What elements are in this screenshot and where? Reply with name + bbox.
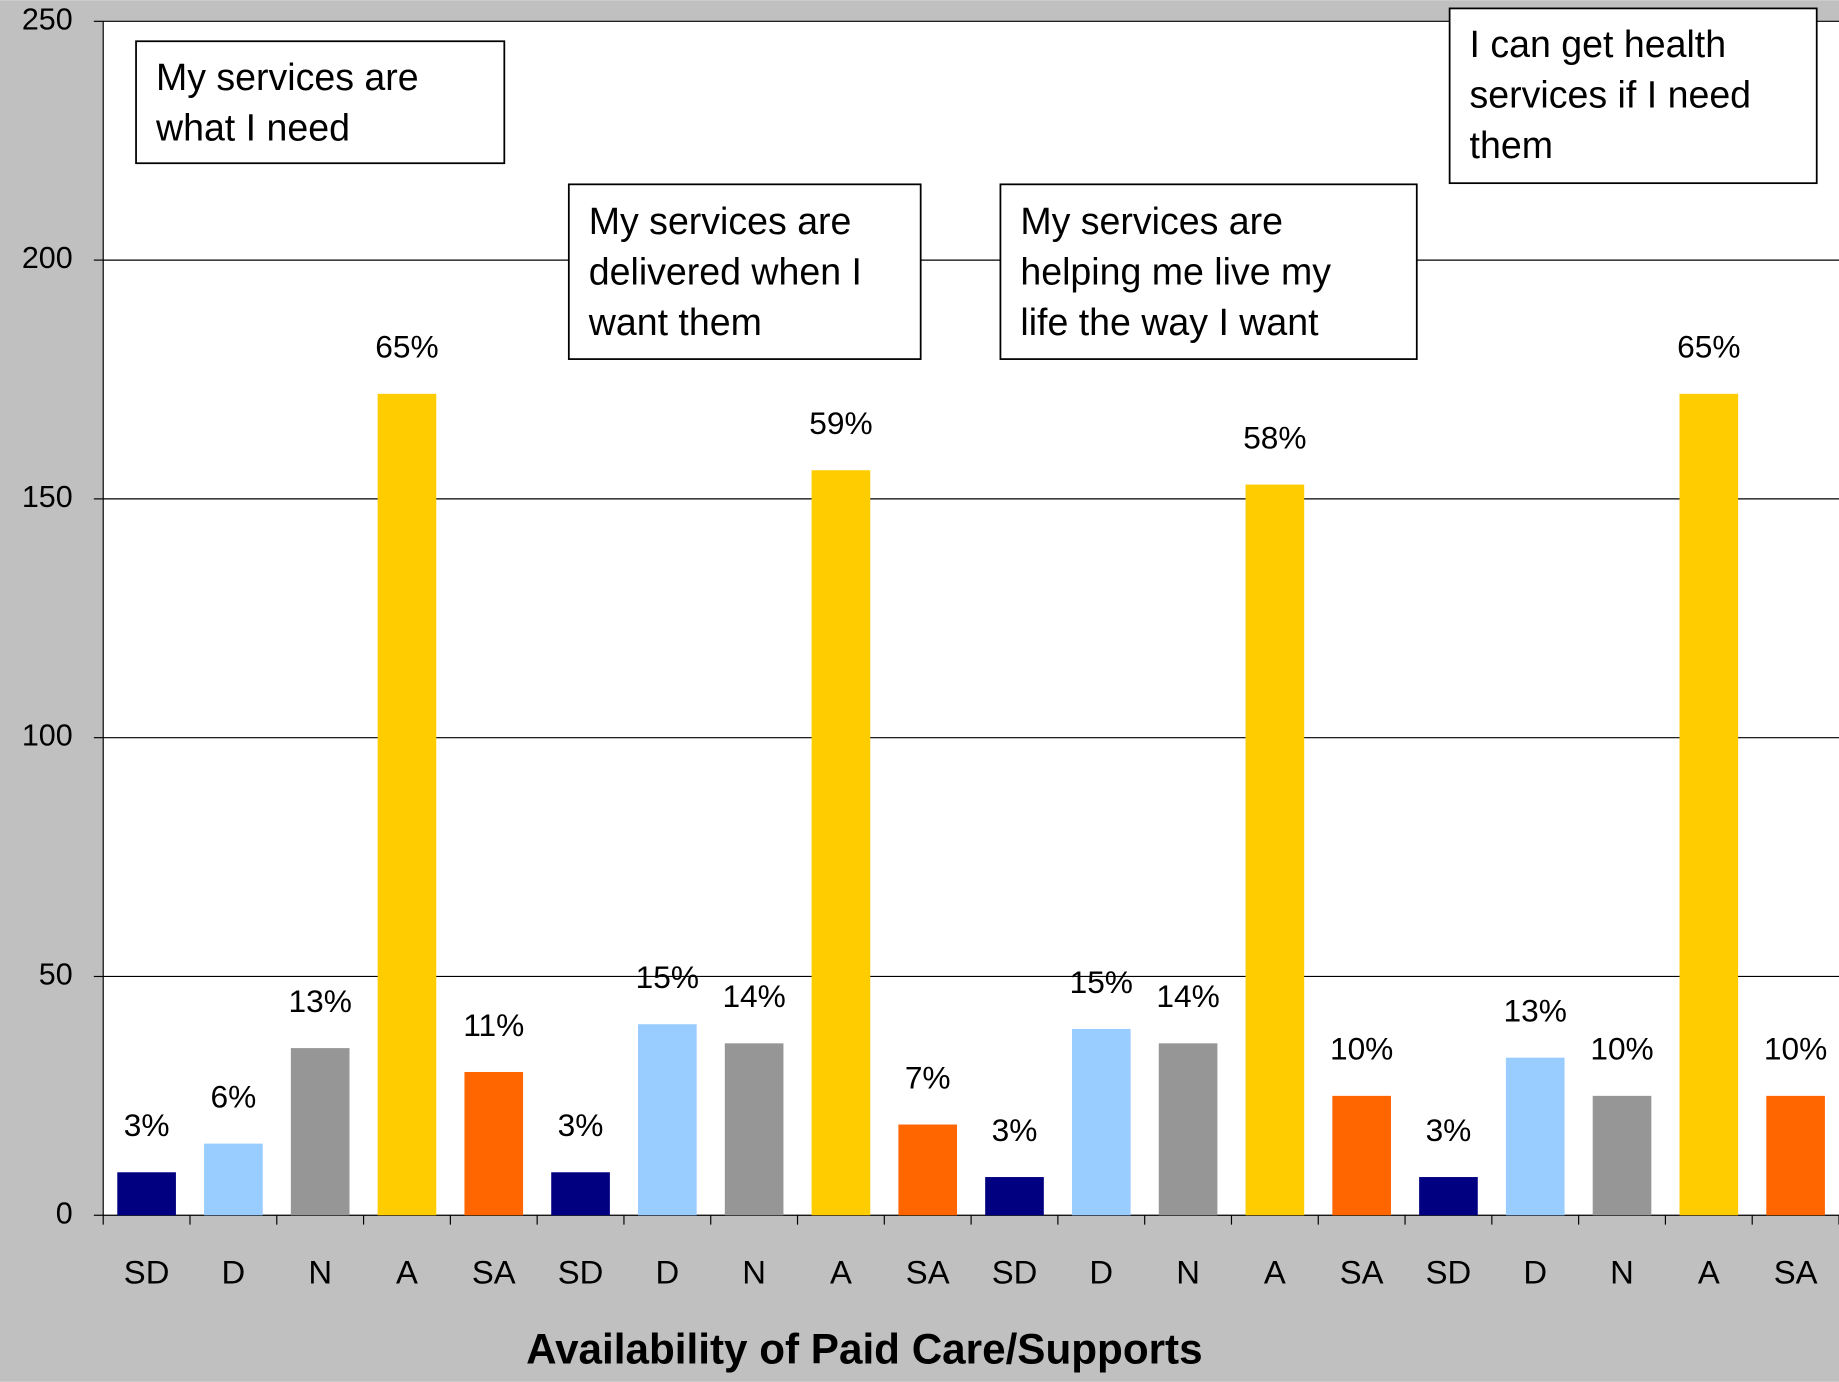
- y-tick-label: 100: [22, 719, 73, 753]
- bar: [1071, 1029, 1131, 1216]
- data-label: 13%: [289, 983, 352, 1019]
- y-tick-label: 150: [22, 480, 73, 514]
- data-label: 14%: [722, 978, 785, 1014]
- annotation-text: My services are: [156, 56, 419, 98]
- y-tick-label: 0: [56, 1196, 73, 1230]
- data-label: 10%: [1764, 1031, 1827, 1067]
- x-tick-label: N: [308, 1254, 332, 1291]
- x-tick-label: D: [1523, 1254, 1547, 1291]
- bar: [1332, 1095, 1391, 1216]
- x-tick-label: SA: [1340, 1254, 1384, 1291]
- bar: [1766, 1095, 1825, 1216]
- data-label: 3%: [992, 1112, 1038, 1148]
- data-label: 15%: [1070, 964, 1133, 1000]
- annotation-box: [1448, 7, 1818, 185]
- x-tick-label: D: [222, 1254, 246, 1291]
- data-label: 7%: [905, 1059, 951, 1095]
- x-tick-label: A: [396, 1254, 418, 1291]
- bar: [1592, 1095, 1652, 1216]
- x-tick-label: A: [1698, 1254, 1720, 1291]
- bar: [1419, 1177, 1478, 1216]
- bar: [1505, 1057, 1565, 1216]
- annotation-text: what I need: [155, 106, 350, 148]
- data-label: 3%: [1426, 1112, 1472, 1148]
- x-tick-label: A: [1264, 1254, 1286, 1291]
- data-label: 58%: [1243, 419, 1306, 455]
- annotation-text: I can get health: [1470, 23, 1727, 65]
- data-label: 13%: [1504, 992, 1567, 1028]
- bar: [204, 1143, 263, 1216]
- x-tick-label: SD: [124, 1254, 170, 1291]
- bar: [811, 470, 871, 1216]
- bar: [551, 1172, 610, 1216]
- y-tick-label: 250: [22, 2, 73, 36]
- x-tick-label: SD: [558, 1254, 604, 1291]
- data-label: 10%: [1330, 1031, 1393, 1067]
- data-label: 11%: [463, 1007, 524, 1043]
- data-label: 15%: [636, 959, 699, 995]
- annotation-text: My services are: [1020, 200, 1283, 242]
- bar: [724, 1043, 784, 1216]
- bar: [464, 1071, 524, 1216]
- x-tick-label: SA: [906, 1254, 950, 1291]
- annotation-text: life the way I want: [1020, 301, 1319, 343]
- annotation-box: [135, 40, 506, 165]
- bar: [985, 1177, 1044, 1216]
- annotation-text: My services are: [589, 200, 852, 242]
- data-label: 10%: [1590, 1031, 1653, 1067]
- data-label: 59%: [809, 405, 872, 441]
- bar: [117, 1172, 176, 1216]
- data-label: 3%: [124, 1107, 170, 1143]
- bar: [898, 1124, 958, 1216]
- x-tick-label: SD: [1426, 1254, 1472, 1291]
- annotation-text: them: [1470, 124, 1553, 166]
- bar: [1158, 1043, 1218, 1216]
- x-axis-label: Availability of Paid Care/Supports: [526, 1326, 1202, 1373]
- bar: [377, 393, 437, 1216]
- x-tick-label: A: [830, 1254, 852, 1291]
- annotation-text: want them: [588, 301, 762, 343]
- bar: [638, 1024, 697, 1216]
- annotation-text: services if I need: [1470, 73, 1752, 115]
- y-tick-label: 50: [39, 958, 73, 992]
- data-label: 65%: [1677, 329, 1740, 365]
- data-label: 6%: [211, 1078, 257, 1114]
- bar: [290, 1048, 350, 1216]
- bar: [1245, 484, 1305, 1216]
- annotation-text: delivered when I: [589, 251, 862, 293]
- x-tick-label: N: [1610, 1254, 1634, 1291]
- x-tick-label: D: [655, 1254, 679, 1291]
- x-tick-label: N: [742, 1254, 766, 1291]
- data-label: 14%: [1156, 978, 1219, 1014]
- annotation-box: [999, 183, 1418, 360]
- data-label: 65%: [375, 329, 438, 365]
- y-tick-label: 200: [22, 241, 73, 275]
- x-tick-label: SD: [992, 1254, 1038, 1291]
- x-tick-label: SA: [472, 1254, 516, 1291]
- annotation-box: [567, 183, 922, 360]
- bar: [1679, 393, 1739, 1216]
- annotation-text: helping me live my: [1020, 251, 1331, 293]
- plot-area: [103, 21, 1839, 1216]
- x-tick-label: D: [1089, 1254, 1113, 1291]
- data-label: 3%: [558, 1107, 604, 1143]
- x-tick-label: N: [1176, 1254, 1200, 1291]
- x-tick-label: SA: [1774, 1254, 1818, 1291]
